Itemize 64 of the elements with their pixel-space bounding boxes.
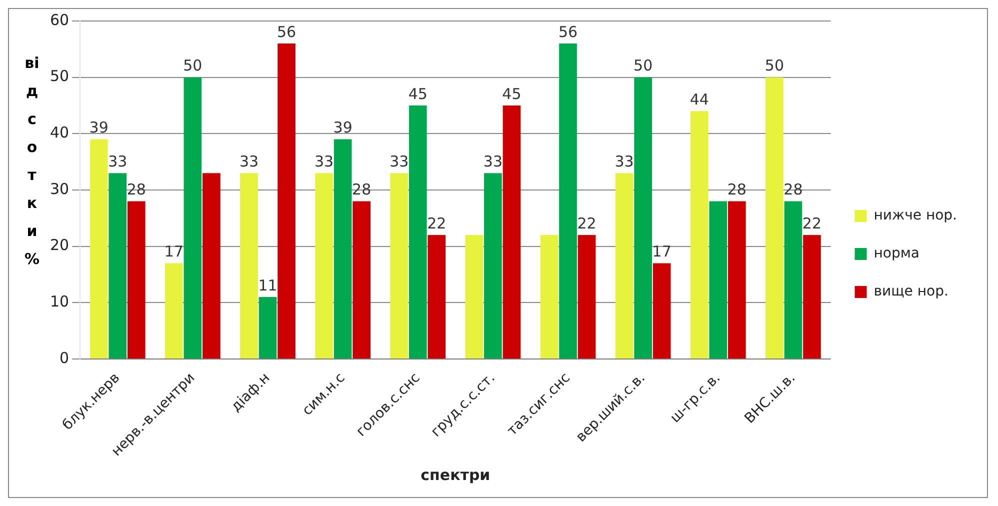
y-tick-label: 0 (60, 348, 70, 367)
bar (615, 173, 634, 358)
data-label: 33 (108, 152, 128, 170)
data-label: 45 (502, 84, 522, 103)
y-tick-label: 30 (50, 180, 70, 198)
bar (803, 235, 821, 358)
bar (652, 263, 671, 358)
bar (578, 235, 596, 358)
data-label: 22 (427, 214, 446, 232)
bar (634, 77, 652, 358)
data-label: 22 (577, 214, 596, 232)
data-label: 56 (276, 22, 296, 41)
bar (90, 139, 108, 358)
data-label: 11 (258, 276, 278, 294)
data-label: 33 (483, 152, 502, 170)
y-tick-label: 50 (50, 67, 70, 86)
bar (408, 105, 427, 358)
bar (315, 173, 333, 358)
data-label: 39 (333, 118, 352, 137)
bar (278, 44, 296, 358)
bar (334, 139, 352, 358)
y-tick-label: 60 (50, 10, 70, 29)
data-label: 44 (690, 90, 709, 109)
bar (502, 105, 521, 358)
bar (184, 77, 202, 358)
bar (390, 173, 408, 358)
data-label: 56 (558, 22, 578, 41)
data-label: 33 (614, 152, 634, 170)
bar (127, 201, 146, 358)
bar (240, 173, 258, 358)
y-tick-label: 10 (50, 292, 70, 311)
bar (352, 201, 370, 358)
bar (428, 235, 446, 358)
bar (728, 201, 746, 358)
data-label: 45 (408, 84, 428, 103)
bar (484, 173, 502, 358)
x-axis-title: спектри (420, 466, 490, 484)
data-label: 39 (89, 118, 108, 137)
data-label: 33 (390, 152, 409, 170)
bar (165, 263, 183, 358)
bar (202, 173, 220, 358)
y-tick-label: 40 (50, 124, 70, 142)
data-label: 33 (314, 152, 334, 170)
legend-label: вище нор. (874, 284, 948, 300)
bar (540, 235, 558, 358)
bar (784, 201, 802, 358)
data-label: 17 (164, 242, 184, 261)
bar (709, 201, 728, 358)
legend-label: нижче нор. (874, 208, 958, 224)
data-label: 22 (802, 214, 822, 232)
bar (465, 235, 484, 358)
y-axis-title: відсотки % (23, 53, 41, 270)
data-label: 33 (239, 152, 259, 170)
data-label: 50 (634, 56, 653, 75)
bar (559, 44, 577, 358)
bar (766, 77, 784, 358)
legend-label: норма (874, 246, 920, 262)
data-label: 50 (764, 56, 784, 75)
bar (690, 111, 708, 358)
data-label: 50 (183, 56, 202, 75)
bar (258, 296, 277, 358)
data-label: 17 (652, 242, 672, 261)
bar (108, 173, 127, 358)
y-tick-label: 20 (50, 236, 70, 254)
